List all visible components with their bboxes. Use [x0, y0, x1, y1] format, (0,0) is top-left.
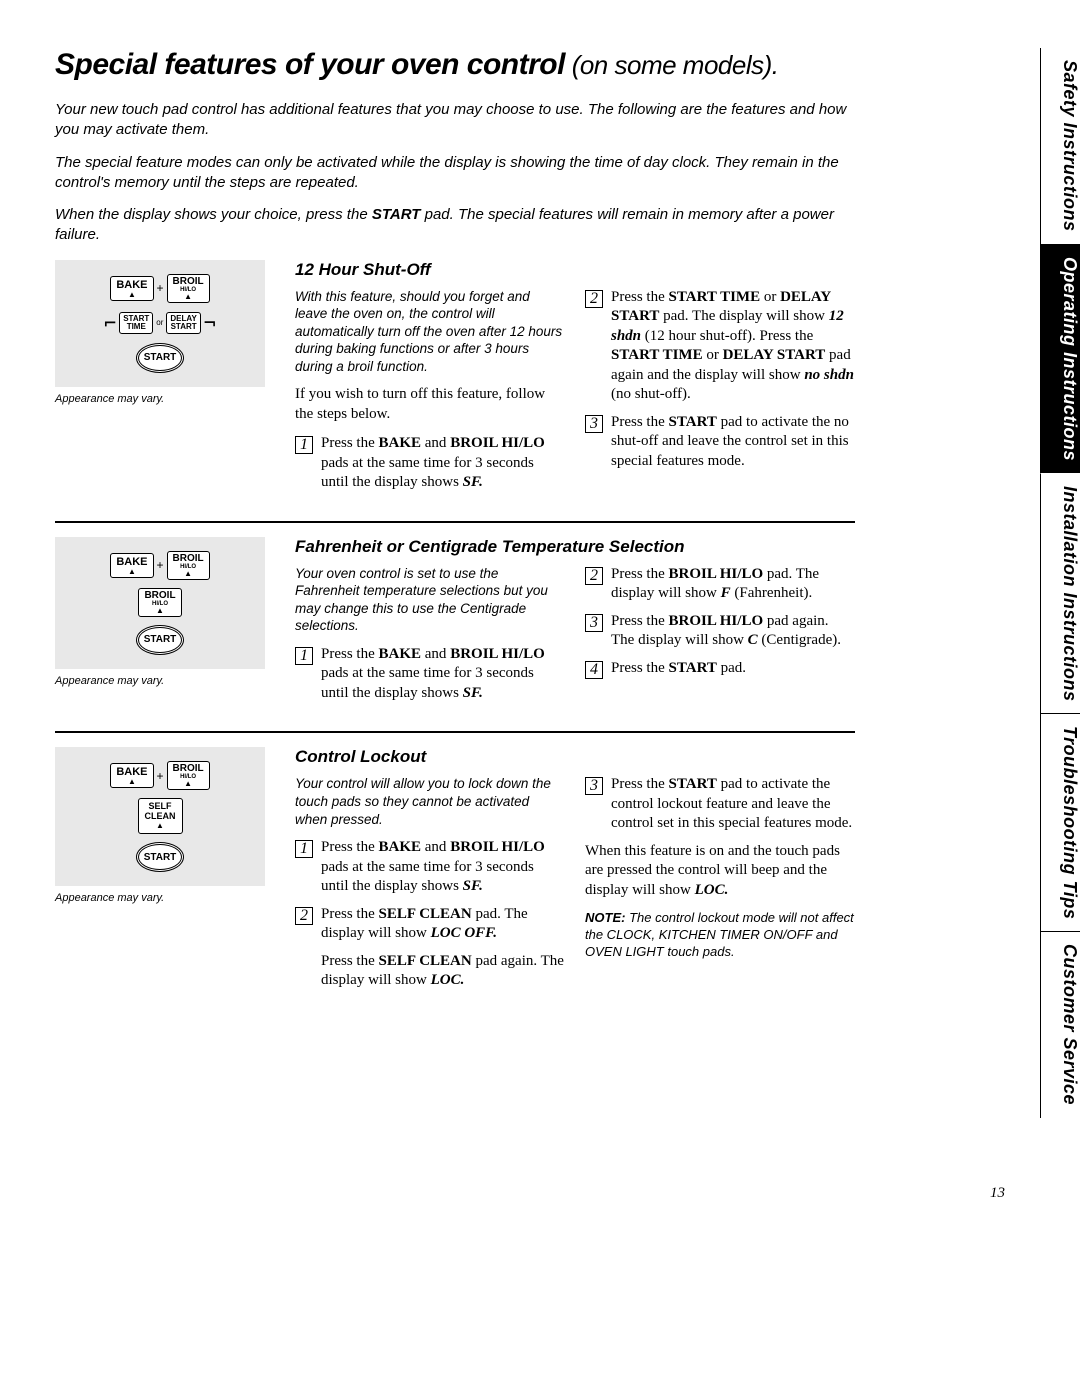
section-temp: BAKE▲ + BROILHI/LO▲ BROILHI/LO▲ START Ap… — [55, 537, 855, 712]
intro-2: The special feature modes can only be ac… — [55, 153, 855, 194]
step-1: 1 Press the BAKE and BROIL HI/LO pads at… — [295, 434, 565, 493]
start-button: START — [136, 343, 184, 373]
control-panel-2: BAKE▲ + BROILHI/LO▲ BROILHI/LO▲ START — [55, 537, 265, 669]
intro-1: Your new touch pad control has additiona… — [55, 100, 855, 141]
start-button: START — [136, 842, 184, 872]
step-1: 1 Press the BAKE and BROIL HI/LO pads at… — [295, 645, 565, 704]
section-lead: With this feature, should you forget and… — [295, 288, 565, 376]
step-4: 4 Press the START pad. — [585, 659, 855, 679]
broil-button: BROILHI/LO▲ — [167, 274, 210, 303]
section-title: Control Lockout — [295, 747, 855, 767]
section-lead: Your oven control is set to use the Fahr… — [295, 565, 565, 635]
step-3: 3 Press the START pad to activate the no… — [585, 413, 855, 472]
intro-3: When the display shows your choice, pres… — [55, 205, 855, 246]
tab-safety[interactable]: Safety Instructions — [1040, 48, 1080, 245]
step-3: 3 Press the START pad to activate the co… — [585, 775, 855, 834]
start-time-button: STARTTIME — [119, 312, 153, 334]
page-title: Special features of your oven control (o… — [55, 48, 855, 82]
divider — [55, 731, 855, 733]
broil-button: BROILHI/LO▲ — [167, 761, 210, 790]
delay-start-button: DELAYSTART — [166, 312, 200, 334]
page-number: 13 — [990, 1185, 1005, 1202]
bake-button: BAKE▲ — [110, 763, 153, 788]
panel-caption: Appearance may vary. — [55, 892, 265, 904]
step-2: 2 Press the BROIL HI/LO pad. The display… — [585, 565, 855, 604]
panel-caption: Appearance may vary. — [55, 393, 265, 405]
step-1: 1 Press the BAKE and BROIL HI/LO pads at… — [295, 838, 565, 897]
tab-troubleshooting[interactable]: Troubleshooting Tips — [1040, 714, 1080, 932]
section-body: If you wish to turn off this feature, fo… — [295, 385, 565, 424]
lockout-body: When this feature is on and the touch pa… — [585, 842, 855, 901]
divider — [55, 521, 855, 523]
tab-installation[interactable]: Installation Instructions — [1040, 474, 1080, 715]
section-title: 12 Hour Shut-Off — [295, 260, 855, 280]
control-panel-1: BAKE▲ + BROILHI/LO▲ ⌐ STARTTIME or DELAY… — [55, 260, 265, 387]
section-lead: Your control will allow you to lock down… — [295, 775, 565, 828]
broil-button-2: BROILHI/LO▲ — [138, 588, 181, 617]
self-clean-button: SELFCLEAN▲ — [138, 798, 183, 834]
step-2: 2 Press the START TIME or DELAY START pa… — [585, 288, 855, 405]
lockout-note: NOTE: The control lockout mode will not … — [585, 910, 855, 961]
section-title: Fahrenheit or Centigrade Temperature Sel… — [295, 537, 855, 557]
tab-customer[interactable]: Customer Service — [1040, 932, 1080, 1117]
start-button: START — [136, 625, 184, 655]
tab-operating[interactable]: Operating Instructions — [1040, 245, 1080, 474]
bake-button: BAKE▲ — [110, 553, 153, 578]
broil-button: BROILHI/LO▲ — [167, 551, 210, 580]
control-panel-3: BAKE▲ + BROILHI/LO▲ SELFCLEAN▲ START — [55, 747, 265, 886]
section-shutoff: BAKE▲ + BROILHI/LO▲ ⌐ STARTTIME or DELAY… — [55, 260, 855, 501]
step-2: 2 Press the SELF CLEAN pad. The display … — [295, 905, 565, 944]
section-lockout: BAKE▲ + BROILHI/LO▲ SELFCLEAN▲ START App… — [55, 747, 855, 998]
step-3: 3 Press the BROIL HI/LO pad again. The d… — [585, 612, 855, 651]
step-2b: Press the SELF CLEAN pad again. The disp… — [321, 952, 565, 991]
bake-button: BAKE▲ — [110, 276, 153, 301]
panel-caption: Appearance may vary. — [55, 675, 265, 687]
page-content: Special features of your oven control (o… — [55, 48, 855, 999]
side-tabs: Safety Instructions Operating Instructio… — [1040, 48, 1080, 1118]
